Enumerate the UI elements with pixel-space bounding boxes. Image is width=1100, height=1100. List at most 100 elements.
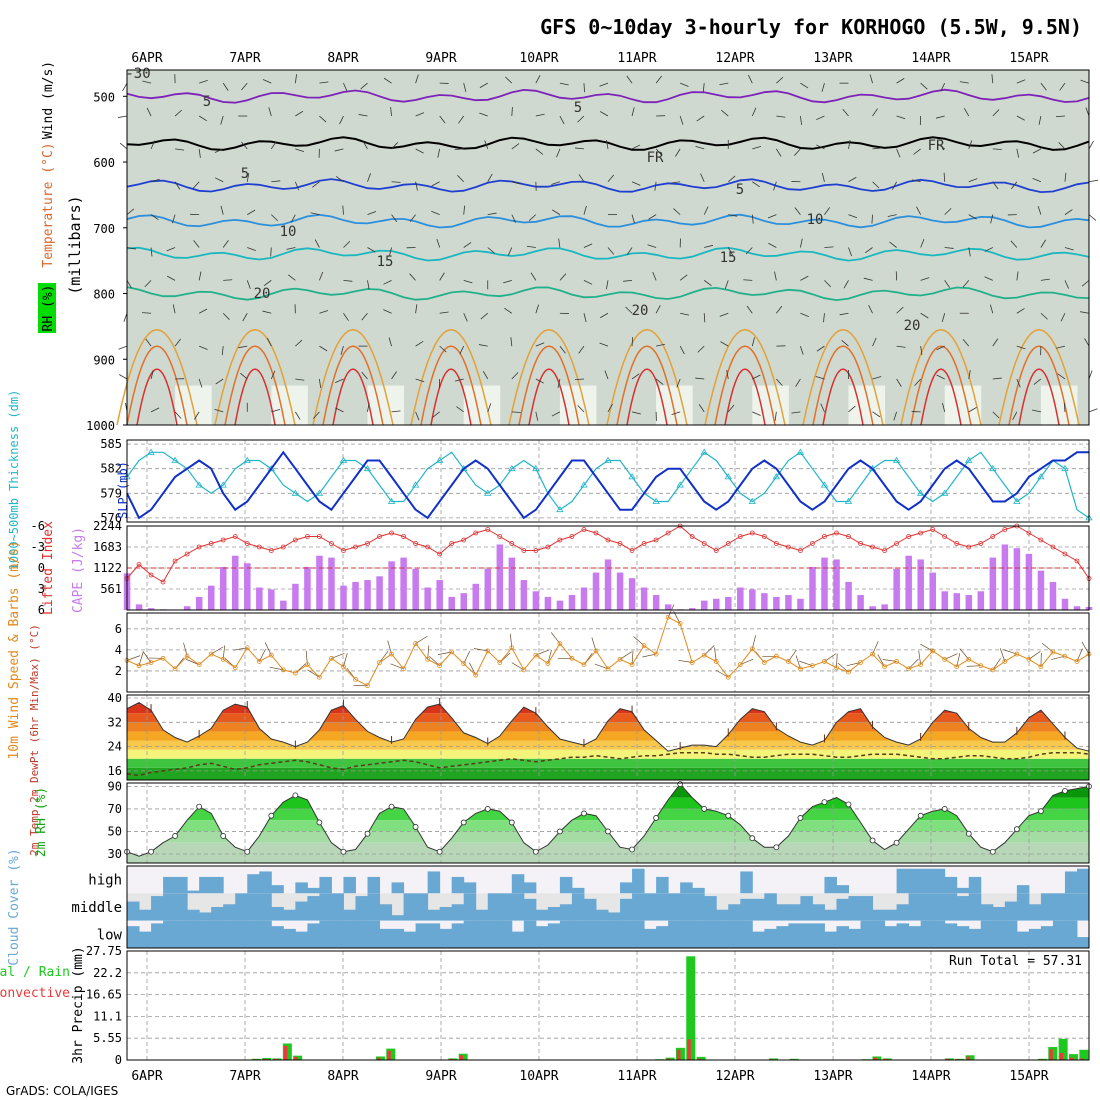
- rh-point: [749, 835, 756, 842]
- wind-barb: [583, 313, 587, 323]
- wind-barb: [454, 378, 464, 382]
- wind10-point: [316, 674, 322, 680]
- wind10-point: [870, 651, 875, 657]
- cloud-cell: [1004, 920, 1018, 948]
- wind10-point: [208, 651, 214, 657]
- wind10-point: [401, 666, 406, 672]
- cloud-cell: [463, 893, 477, 921]
- surface-isotherm: [214, 328, 296, 426]
- wind-barb: [367, 211, 377, 216]
- surface-isotherm: [1008, 345, 1070, 426]
- thickness-point: [700, 448, 708, 455]
- rh-dry-patch: [776, 385, 789, 425]
- temp-fill-group: [127, 702, 1089, 780]
- wind10-point: [497, 660, 503, 665]
- cloud-cell: [1016, 931, 1030, 948]
- wind-barb: [776, 115, 786, 118]
- wind10-point: [593, 648, 599, 654]
- wind-barb: [896, 306, 904, 314]
- wind-barb: [992, 148, 1002, 150]
- wind-barb: [214, 408, 224, 413]
- wind-barb: [526, 245, 536, 248]
- cape-bar: [749, 589, 756, 610]
- wind-barb: [872, 181, 880, 189]
- cloud-cell: [523, 882, 537, 894]
- wind-barb: [752, 146, 762, 150]
- li-point: [581, 527, 587, 532]
- cloud-cell: [211, 876, 224, 894]
- cloud-cell: [764, 893, 777, 921]
- cloud-cell: [944, 876, 958, 894]
- wind-barb: [439, 272, 445, 281]
- surface-isotherm: [136, 368, 178, 426]
- cape-bar: [316, 555, 323, 610]
- wind-barb: [841, 340, 849, 347]
- li-point: [353, 544, 358, 550]
- cape-bar: [1037, 570, 1045, 610]
- wind-barb: [222, 312, 230, 320]
- cloud-cell: [319, 876, 332, 894]
- rh-point: [893, 839, 900, 846]
- cloud-cell: [151, 896, 164, 921]
- contour-label: 5: [203, 94, 211, 110]
- precip-tick-label: 22.2: [93, 966, 122, 980]
- thickness-point: [604, 456, 612, 463]
- rh-point: [821, 799, 828, 806]
- wind-barb: [271, 214, 279, 222]
- wind-barb: [916, 206, 922, 215]
- wind-barb: [535, 378, 544, 384]
- wind-barb: [816, 345, 825, 352]
- wind-barb: [675, 148, 681, 157]
- wind-barb: [198, 148, 201, 158]
- surface-isotherm: [822, 368, 864, 426]
- wind-barb: [144, 280, 152, 288]
- wind10-point: [858, 660, 863, 665]
- wind-barb: [962, 280, 970, 288]
- wind-barb: [463, 83, 467, 92]
- cape-bar: [195, 596, 203, 610]
- wind-barb: [746, 305, 753, 314]
- cloud-cell: [451, 876, 465, 894]
- rh-point: [581, 810, 587, 817]
- rh-point: [845, 801, 852, 808]
- rh-dry-patch: [199, 385, 212, 425]
- wind10-point: [1062, 653, 1068, 659]
- cape-bar: [544, 596, 552, 610]
- rh-point: [340, 848, 347, 855]
- surface-isotherm: [126, 345, 188, 426]
- li-point: [629, 548, 635, 553]
- wind-barb: [214, 177, 224, 183]
- wind-barb: [263, 280, 272, 286]
- cloud-cell: [932, 893, 946, 921]
- wind-barb: [747, 74, 753, 84]
- li-point: [749, 530, 755, 536]
- thickness-point: [844, 497, 853, 504]
- wind-barb: [220, 115, 224, 125]
- surface-isotherm: [518, 345, 580, 426]
- wind-barb: [843, 280, 849, 289]
- surface-isotherm: [430, 368, 472, 426]
- wind-barb: [872, 108, 878, 117]
- wind-barb: [220, 205, 224, 215]
- cloud-cell: [151, 923, 164, 948]
- li-point: [1074, 558, 1080, 564]
- precip-convective-bar: [873, 1057, 877, 1060]
- cloud-cell: [800, 923, 813, 948]
- thickness-point: [508, 464, 516, 472]
- wind-barb: [118, 115, 128, 118]
- cape-bar: [207, 585, 215, 610]
- li-point: [184, 551, 190, 557]
- wind-barb: [439, 311, 449, 314]
- rh-point: [701, 806, 708, 812]
- wind-barb: [342, 205, 344, 215]
- wind-barb: [340, 346, 344, 355]
- wind-barb: [655, 75, 662, 84]
- cape-bar: [232, 555, 239, 610]
- wind-barb: [848, 214, 858, 219]
- wind-barb: [1032, 409, 1041, 413]
- li-point: [1050, 544, 1056, 550]
- cloud-cell: [463, 882, 477, 894]
- thickness-point: [243, 456, 251, 463]
- wind-barb: [343, 313, 349, 321]
- wind10-point: [653, 651, 659, 657]
